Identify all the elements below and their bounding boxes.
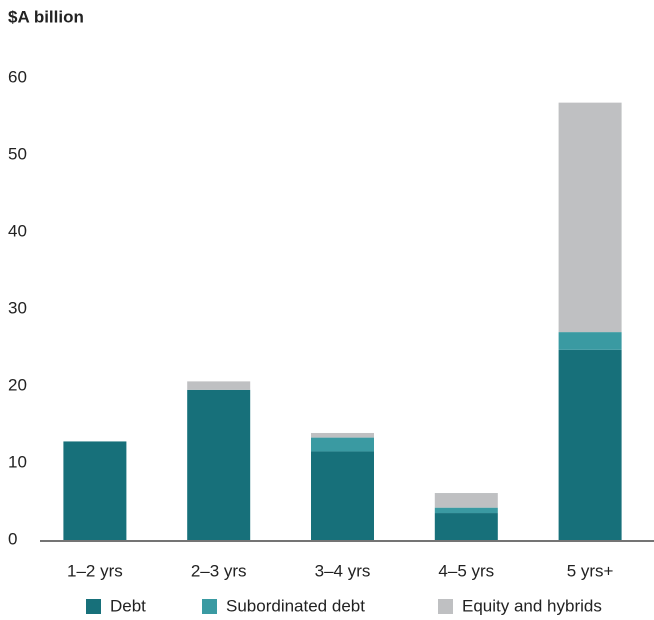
x-tick-label: 5 yrs+ [567,561,614,580]
bar-segment [187,381,251,390]
bar-segment [558,349,622,540]
y-tick-label: 60 [8,67,27,86]
bar-segment [434,513,498,540]
legend-label: Debt [110,596,146,615]
x-tick-label: 2–3 yrs [191,561,247,580]
x-tick-label: 3–4 yrs [315,561,371,580]
y-tick-label: 40 [8,221,27,240]
bar-segment [434,493,498,508]
legend-swatch [202,599,217,614]
y-tick-label: 20 [8,375,27,394]
legend-swatch [438,599,453,614]
y-tick-label: 0 [8,529,17,548]
legend-label: Equity and hybrids [462,596,602,615]
y-tick-label: 50 [8,144,27,163]
legend-label: Subordinated debt [226,596,365,615]
y-tick-label: 30 [8,298,27,317]
bar-segment [63,441,127,540]
bar-segment [434,507,498,514]
bar-segment [311,451,374,540]
legend-swatch [86,599,101,614]
bar-segment [558,332,622,350]
chart-title: $A billion [8,7,84,26]
y-tick-label: 10 [8,452,27,471]
x-tick-label: 1–2 yrs [67,561,123,580]
bar-segment [311,432,374,438]
bar-segment [187,389,251,540]
bar-segment [311,437,374,452]
bar-segment [558,102,622,333]
x-tick-label: 4–5 yrs [438,561,494,580]
